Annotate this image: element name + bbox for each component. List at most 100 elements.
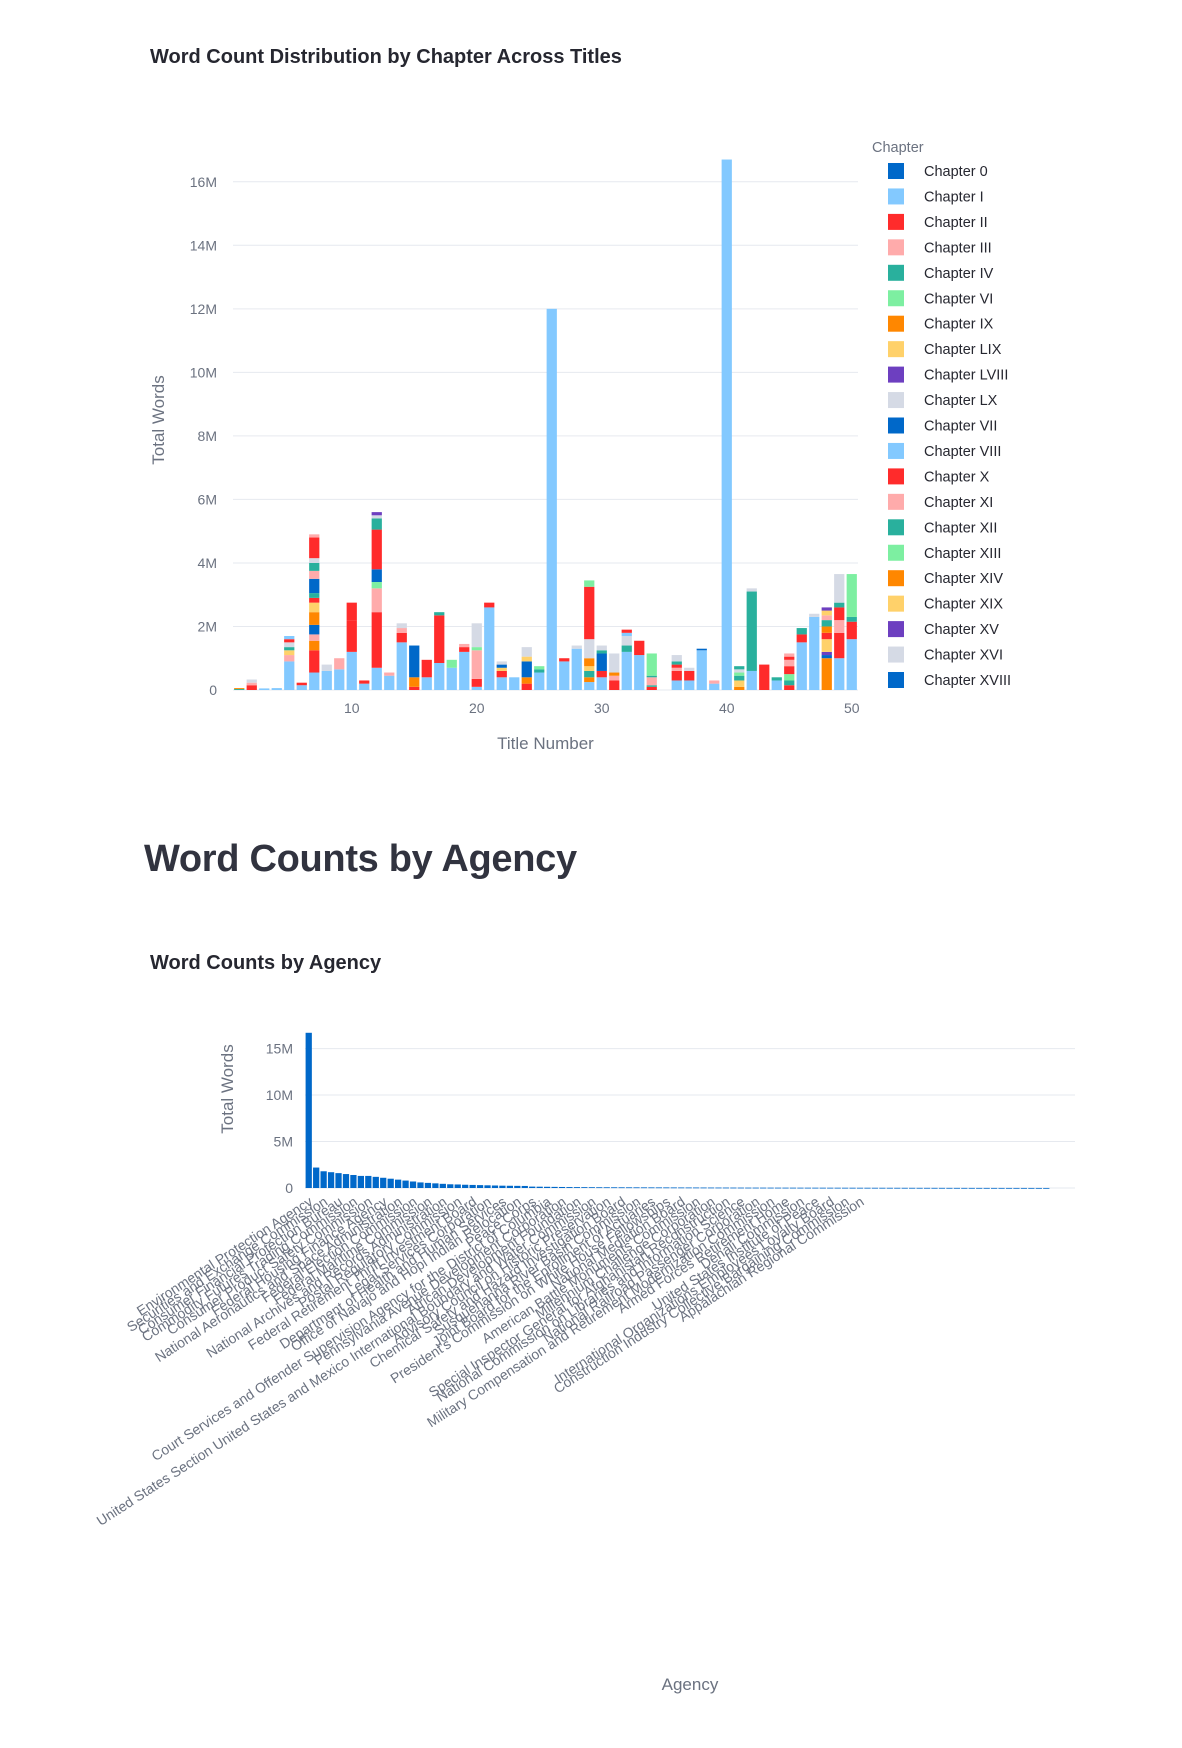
bar	[462, 1184, 469, 1188]
bar-segment	[834, 574, 845, 603]
legend-swatch	[888, 468, 904, 485]
bar-segment	[409, 645, 420, 678]
bar	[603, 1187, 610, 1189]
bar-segment	[846, 574, 857, 617]
bar-segment	[821, 639, 832, 652]
bar-segment	[584, 639, 595, 659]
legend-label: Chapter IV	[924, 266, 994, 282]
bar	[841, 1187, 849, 1189]
bar-segment	[284, 639, 295, 643]
bar	[983, 1187, 990, 1189]
bar	[372, 1176, 379, 1188]
y-tick-label: 2M	[198, 618, 217, 634]
bar-segment	[734, 675, 745, 681]
y-tick-label: 0	[209, 682, 217, 698]
bar-segment	[584, 682, 595, 690]
bar	[990, 1187, 998, 1189]
bar	[573, 1187, 581, 1188]
bar-segment	[534, 666, 545, 670]
bar	[909, 1187, 916, 1189]
bar	[849, 1187, 856, 1189]
legend-swatch	[888, 290, 904, 307]
bar	[789, 1187, 797, 1189]
bar-segment	[371, 515, 382, 519]
legend-label: Chapter X	[924, 469, 990, 485]
bar-segment	[446, 667, 457, 690]
legend-label: Chapter XVI	[924, 648, 1003, 664]
bar-segment	[234, 689, 245, 690]
bar-segment	[684, 670, 695, 681]
bar-segment	[471, 686, 482, 690]
bar	[1028, 1187, 1035, 1189]
bar	[1035, 1187, 1042, 1189]
bar-segment	[609, 675, 620, 681]
bar-segment	[496, 661, 507, 665]
bar-segment	[371, 582, 382, 589]
bar-segment	[796, 642, 807, 690]
stacked-bar-chart[interactable]: 0 2M 4M 6M 8M 10M 12M 14M 16M 10 20 30 40 50 Title Num…	[0, 0, 1182, 800]
legend-swatch	[888, 544, 904, 561]
x-tick-label: 50	[844, 700, 860, 716]
bar-segment	[621, 645, 632, 652]
bar-segment	[709, 683, 720, 690]
bar-segment	[409, 677, 420, 687]
bar-segment	[784, 666, 795, 675]
bar	[484, 1185, 491, 1188]
bar-segment	[371, 612, 382, 668]
y-tick-label: 14M	[190, 237, 217, 253]
bar-segment	[521, 656, 532, 662]
bar	[745, 1187, 752, 1189]
bar	[715, 1187, 722, 1189]
bar	[566, 1187, 573, 1188]
legend-swatch	[888, 239, 904, 256]
bar	[961, 1187, 968, 1189]
bar-segment	[309, 612, 320, 625]
bar	[976, 1187, 983, 1189]
bar	[320, 1171, 327, 1188]
bar	[752, 1187, 759, 1189]
bar-segment	[821, 620, 832, 627]
bar	[1043, 1187, 1050, 1189]
bar-segment	[309, 597, 320, 603]
bar-segment	[746, 670, 757, 690]
bar	[953, 1187, 961, 1189]
bar	[514, 1185, 521, 1188]
bar	[394, 1179, 402, 1188]
bar	[588, 1187, 595, 1189]
bar-segment	[309, 640, 320, 651]
legend-label: Chapter VI	[924, 291, 993, 307]
bar-segment	[671, 655, 682, 662]
bar	[335, 1173, 342, 1188]
bar-segment	[284, 636, 295, 640]
bar	[409, 1181, 417, 1188]
bar-segment	[846, 639, 857, 690]
y-tick-label: 15M	[266, 1041, 293, 1057]
bar	[879, 1187, 886, 1189]
bar-segment	[309, 602, 320, 613]
bar-segment	[309, 650, 320, 673]
bar-segment	[309, 634, 320, 641]
bar-segment	[734, 686, 745, 690]
bar-segment	[534, 669, 545, 673]
bar-segment	[309, 593, 320, 598]
bar	[551, 1186, 558, 1188]
bar	[432, 1183, 439, 1188]
legend-swatch	[888, 595, 904, 612]
bar-segment	[534, 672, 545, 690]
bar	[469, 1184, 476, 1188]
y-tick-label: 6M	[198, 491, 217, 507]
section-heading: Word Counts by Agency	[144, 838, 577, 880]
legend-label: Chapter XII	[924, 520, 997, 536]
bar	[856, 1187, 864, 1189]
y-axis-title: Total Words	[149, 375, 168, 464]
legend-label: Chapter XVIII	[924, 673, 1011, 689]
bar	[737, 1187, 744, 1189]
bar-segment	[296, 682, 307, 686]
legend-swatch	[888, 570, 904, 587]
bar-segment	[821, 655, 832, 659]
bar-segment	[434, 663, 445, 690]
bar-segment	[609, 653, 620, 673]
bar-segment	[446, 659, 457, 668]
bar	[417, 1182, 424, 1188]
